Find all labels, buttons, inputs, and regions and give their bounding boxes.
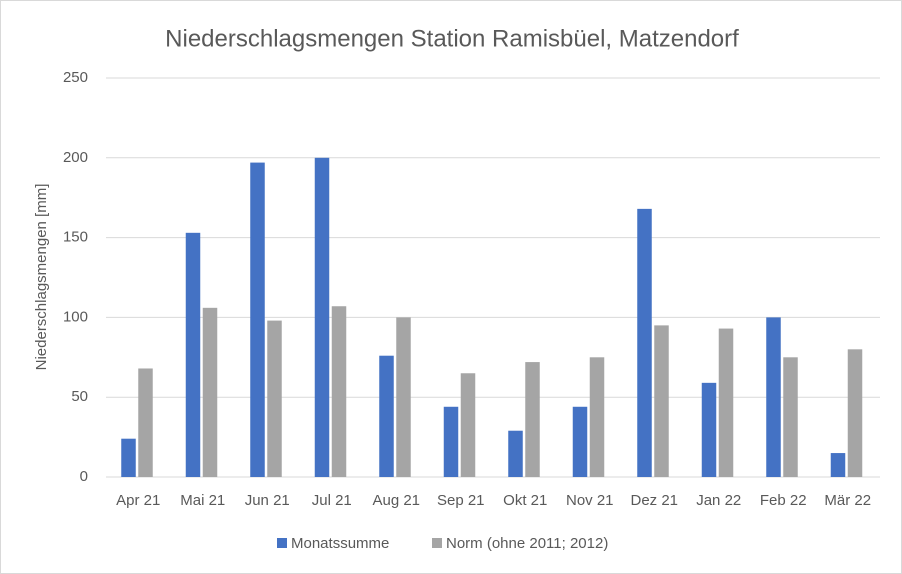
legend-label: Norm (ohne 2011; 2012) xyxy=(446,535,608,552)
x-tick-label: Jan 22 xyxy=(696,492,741,509)
bar xyxy=(331,306,347,477)
bar xyxy=(572,406,588,477)
x-tick-label: Jul 21 xyxy=(312,492,352,509)
bar xyxy=(121,438,136,477)
bar xyxy=(250,162,265,477)
x-tick-label: Aug 21 xyxy=(372,492,420,509)
bar xyxy=(202,307,218,477)
y-tick-label: 250 xyxy=(63,69,88,86)
bar xyxy=(460,373,476,477)
bar xyxy=(508,430,523,477)
bar xyxy=(701,382,717,477)
y-tick-label: 100 xyxy=(63,308,88,325)
y-tick-label: 150 xyxy=(63,229,88,246)
bar xyxy=(830,453,846,477)
bar xyxy=(396,317,411,477)
bar xyxy=(525,362,540,477)
bar xyxy=(589,357,605,477)
bar xyxy=(718,328,734,477)
y-tick-label: 50 xyxy=(71,388,88,405)
x-tick-label: Jun 21 xyxy=(245,492,290,509)
bar xyxy=(267,320,282,477)
x-tick-label: Okt 21 xyxy=(503,492,547,509)
x-tick-label: Apr 21 xyxy=(116,492,160,509)
x-tick-label: Dez 21 xyxy=(630,492,678,509)
legend-label: Monatssumme xyxy=(291,535,389,552)
bar xyxy=(138,368,153,477)
bar xyxy=(185,232,201,477)
bar xyxy=(654,325,669,477)
x-tick-label: Feb 22 xyxy=(760,492,807,509)
x-tick-label: Nov 21 xyxy=(566,492,614,509)
bar xyxy=(783,357,798,477)
x-tick-label: Mai 21 xyxy=(180,492,225,509)
chart-title: Niederschlagsmengen Station Ramisbüel, M… xyxy=(165,25,739,52)
y-tick-label: 200 xyxy=(63,149,88,166)
legend-swatch xyxy=(277,538,287,548)
x-tick-label: Mär 22 xyxy=(824,492,871,509)
y-tick-label: 0 xyxy=(80,468,88,485)
x-tick-label: Sep 21 xyxy=(437,492,485,509)
bar xyxy=(637,208,652,477)
bar xyxy=(379,355,394,477)
bar xyxy=(314,157,330,478)
bar xyxy=(847,349,863,477)
y-axis-label: Niederschlagsmengen [mm] xyxy=(33,184,50,371)
legend-swatch xyxy=(432,538,442,548)
bar xyxy=(443,406,459,477)
bar xyxy=(766,317,781,477)
